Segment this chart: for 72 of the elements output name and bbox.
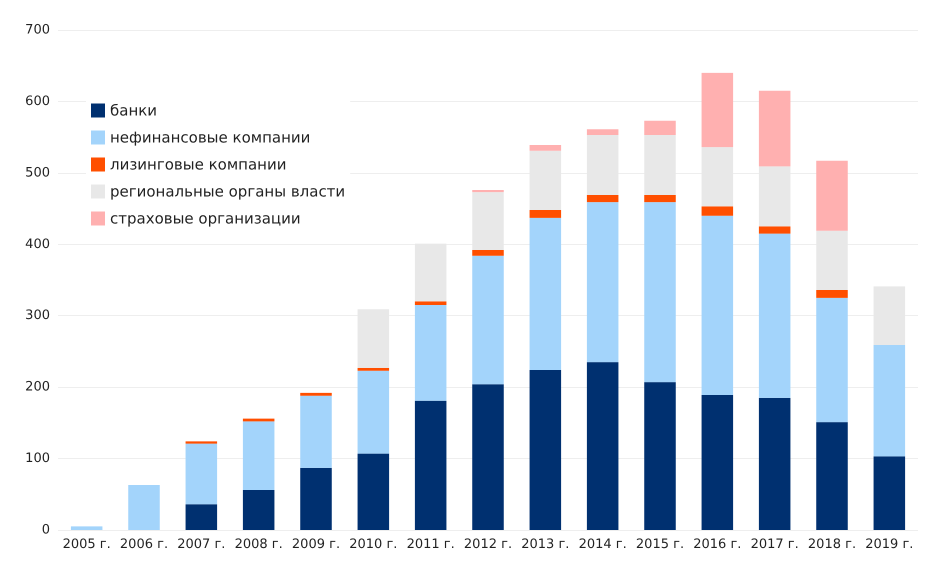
x-tick-label: 2007 г. (177, 537, 226, 552)
y-tick-label: 0 (42, 522, 50, 538)
bar (530, 370, 562, 530)
bar (758, 398, 790, 530)
x-tick-label: 2009 г. (292, 537, 340, 552)
bar (242, 418, 274, 422)
bar (816, 160, 848, 231)
x-tick-label: 2016 г. (693, 537, 742, 552)
x-tick-label: 2014 г. (578, 537, 627, 552)
legend-label: лизинговые компании (110, 156, 286, 174)
bar (816, 298, 848, 422)
legend-label: региональные органы власти (110, 182, 346, 200)
bar (358, 454, 390, 530)
bar (644, 195, 676, 202)
x-tick-label: 2005 г. (62, 537, 111, 552)
y-tick-label: 400 (25, 236, 50, 252)
bar (186, 504, 218, 530)
x-tick-label: 2011 г. (406, 537, 455, 552)
x-tick-label: 2019 г. (865, 537, 914, 552)
bar (816, 422, 848, 530)
bar (70, 526, 102, 530)
legend-label: страховые организации (110, 210, 301, 228)
bar (414, 301, 446, 305)
legend-label: нефинансовые компании (110, 128, 310, 146)
bar (702, 216, 734, 395)
bar (644, 202, 676, 382)
bar (530, 210, 562, 218)
legend-label: банки (110, 102, 158, 120)
bar (186, 441, 218, 444)
x-tick-label: 2018 г. (808, 537, 856, 552)
bar (702, 206, 734, 216)
y-tick-label: 300 (25, 308, 50, 324)
bar (874, 345, 906, 456)
x-tick-label: 2010 г. (349, 537, 398, 552)
bar (358, 370, 390, 454)
bar (586, 202, 618, 362)
y-tick-label: 600 (25, 94, 50, 109)
bar (758, 226, 790, 234)
bar (758, 90, 790, 166)
bar (242, 490, 274, 530)
y-tick-label: 700 (25, 22, 50, 38)
bar (586, 362, 618, 530)
bar (300, 396, 332, 468)
bar (414, 400, 446, 530)
y-tick-label: 500 (25, 165, 50, 180)
bar (816, 290, 848, 298)
bar (186, 444, 218, 504)
bar (530, 145, 562, 151)
bar (758, 234, 790, 398)
bar (530, 218, 562, 370)
bar (128, 485, 160, 530)
x-tick-label: 2006 г. (120, 537, 168, 552)
bar (586, 129, 618, 135)
bar (300, 468, 332, 530)
bar (472, 256, 504, 384)
bar (414, 305, 446, 401)
bar (874, 456, 906, 530)
x-tick-label: 2012 г. (464, 537, 512, 552)
x-tick-label: 2017 г. (750, 537, 799, 552)
x-tick-label: 2008 г. (234, 537, 283, 552)
x-tick-label: 2013 г. (521, 537, 570, 552)
bar (472, 250, 504, 256)
y-tick-label: 200 (25, 380, 50, 395)
bar (644, 120, 676, 135)
x-tick-label: 2015 г. (636, 537, 684, 552)
bar (586, 195, 618, 202)
bar (644, 382, 676, 530)
y-tick-label: 100 (25, 451, 50, 466)
bar (472, 384, 504, 530)
bar (702, 72, 734, 148)
bar (702, 395, 734, 530)
bar (242, 421, 274, 490)
